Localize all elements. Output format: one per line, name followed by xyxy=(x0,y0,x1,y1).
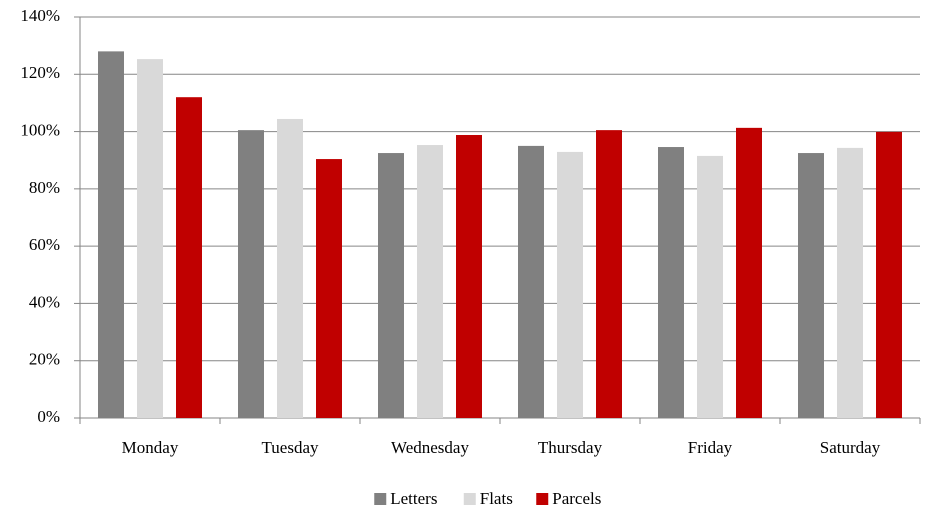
legend-swatch xyxy=(536,493,549,505)
legend-swatch xyxy=(374,493,387,505)
x-tick-label: Saturday xyxy=(820,438,881,457)
y-tick-label: 40% xyxy=(29,292,60,311)
bar xyxy=(98,51,124,418)
bar xyxy=(137,59,163,418)
legend-label: Parcels xyxy=(552,489,601,508)
bar xyxy=(658,147,684,418)
bar xyxy=(176,97,202,418)
y-tick-label: 80% xyxy=(29,178,60,197)
y-tick-label: 140% xyxy=(20,6,60,25)
x-tick-label: Monday xyxy=(122,438,179,457)
bar xyxy=(697,155,723,419)
x-tick-label: Friday xyxy=(688,438,733,457)
bar xyxy=(557,151,583,419)
y-tick-label: 100% xyxy=(20,120,60,139)
bar xyxy=(736,127,762,419)
legend-label: Flats xyxy=(480,489,513,508)
y-tick-label: 20% xyxy=(29,350,60,369)
bar xyxy=(518,145,544,418)
bar xyxy=(238,130,264,418)
x-tick-label: Tuesday xyxy=(262,438,319,457)
y-tick-label: 60% xyxy=(29,235,60,254)
bar xyxy=(798,153,824,418)
legend-label: Letters xyxy=(390,489,437,508)
bar xyxy=(316,159,342,418)
bar xyxy=(417,145,443,418)
y-tick-label: 0% xyxy=(37,407,60,426)
bar xyxy=(596,130,622,418)
bar xyxy=(876,131,902,419)
bar xyxy=(378,153,404,418)
bar xyxy=(277,118,303,419)
bar xyxy=(837,147,863,418)
y-tick-label: 120% xyxy=(20,63,60,82)
bar xyxy=(456,135,482,418)
x-tick-label: Wednesday xyxy=(391,438,469,457)
legend-swatch xyxy=(463,493,476,505)
x-tick-label: Thursday xyxy=(538,438,603,457)
